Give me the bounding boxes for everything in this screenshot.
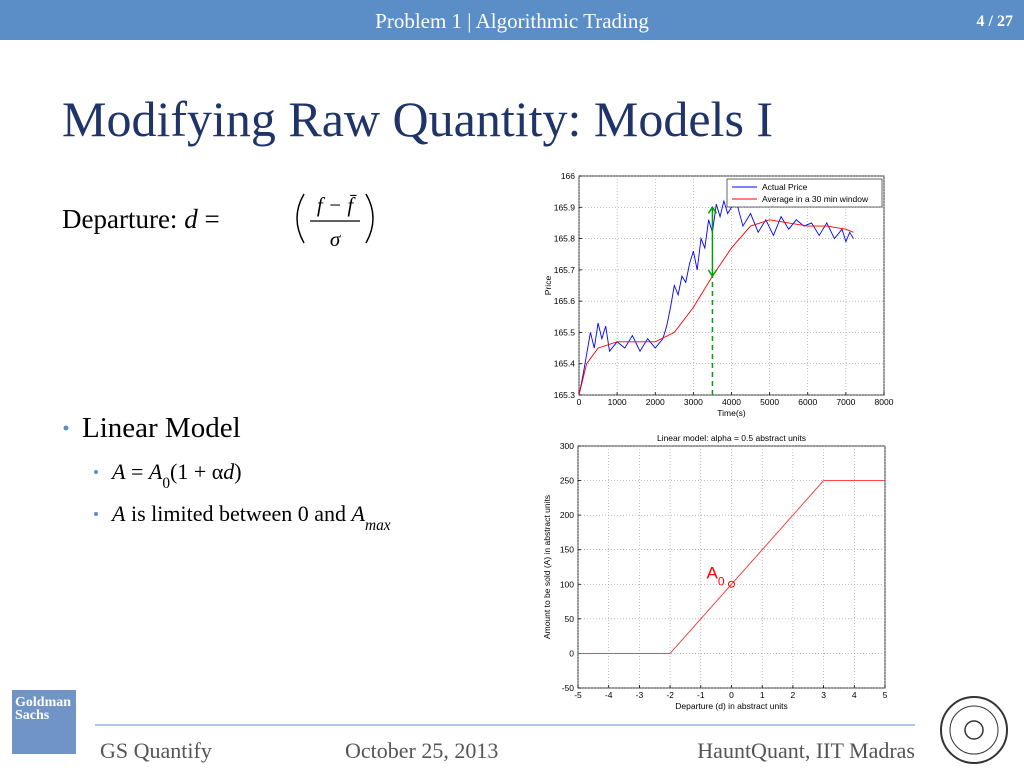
x-axis-label: Departure (d) in abstract units bbox=[675, 701, 787, 711]
y-tick-label: 165.5 bbox=[554, 327, 576, 337]
formula-part: Departure: bbox=[62, 204, 184, 234]
paren-right bbox=[365, 193, 374, 244]
y-tick-label: 166 bbox=[561, 171, 575, 181]
formula-part: 0 bbox=[162, 475, 170, 492]
x-tick-label: 0 bbox=[729, 690, 734, 700]
x-tick-label: 0 bbox=[577, 397, 582, 407]
marker-point bbox=[728, 580, 735, 588]
x-tick-label: 3000 bbox=[684, 397, 703, 407]
footer-right: HauntQuant, IIT Madras bbox=[697, 738, 915, 763]
series-line bbox=[578, 480, 885, 654]
footer-center: October 25, 2013 bbox=[345, 738, 498, 763]
y-tick-label: 150 bbox=[560, 545, 574, 555]
formula-part: = bbox=[198, 204, 220, 234]
iit-logo bbox=[940, 696, 1008, 764]
legend-label: Average in a 30 min window bbox=[762, 194, 869, 204]
x-tick-label: 5 bbox=[883, 690, 888, 700]
x-tick-label: 3 bbox=[821, 690, 826, 700]
numerator: f − f̄ bbox=[317, 193, 358, 217]
header-bar bbox=[0, 0, 1024, 40]
y-tick-label: 165.8 bbox=[554, 234, 576, 244]
y-tick-label: -50 bbox=[562, 683, 575, 693]
formula-text: A = A0(1 + αd) bbox=[110, 459, 242, 492]
x-tick-label: 1 bbox=[760, 690, 765, 700]
y-tick-label: 165.7 bbox=[554, 265, 576, 275]
x-tick-label: 2 bbox=[791, 690, 796, 700]
bullet bbox=[94, 470, 98, 474]
formula-part: (1 + α bbox=[170, 459, 224, 484]
x-tick-label: 7000 bbox=[836, 397, 855, 407]
formula-part: d bbox=[184, 204, 198, 234]
gs-logo-text: Goldman bbox=[15, 695, 71, 710]
y-axis-label: Amount to be sold (A) in abstract units bbox=[542, 495, 552, 639]
y-tick-label: 165.9 bbox=[554, 202, 576, 212]
x-tick-label: 1000 bbox=[608, 397, 627, 407]
formula-part: ) bbox=[234, 459, 241, 484]
formula-part: A bbox=[350, 501, 366, 526]
y-tick-label: 165.4 bbox=[554, 359, 576, 369]
formula-part: = bbox=[125, 459, 148, 484]
series-line bbox=[578, 196, 854, 396]
y-tick-label: 50 bbox=[565, 614, 575, 624]
paren-left bbox=[296, 193, 305, 244]
x-axis-label: Time(s) bbox=[717, 408, 746, 418]
y-tick-label: 165.3 bbox=[554, 390, 576, 400]
legend-box bbox=[726, 178, 883, 208]
formula-text: A is limited between 0 and Amax bbox=[110, 501, 391, 534]
y-tick-label: 200 bbox=[560, 510, 574, 520]
bullet bbox=[94, 512, 98, 516]
header-title: Problem 1 | Algorithmic Trading bbox=[375, 9, 649, 33]
x-tick-label: -5 bbox=[574, 690, 582, 700]
x-tick-label: 8000 bbox=[875, 397, 894, 407]
y-tick-label: 0 bbox=[569, 648, 574, 658]
chart-title: Linear model: alpha = 0.5 abstract units bbox=[657, 433, 806, 443]
y-tick-label: 165.6 bbox=[554, 296, 576, 306]
y-tick-label: 250 bbox=[560, 476, 574, 486]
formula-part: d bbox=[223, 459, 235, 484]
bullet-text: Linear Model bbox=[82, 412, 241, 444]
x-tick-label: -1 bbox=[697, 690, 705, 700]
legend-label: Actual Price bbox=[762, 182, 808, 192]
formula-text: Departure: d = bbox=[62, 204, 220, 234]
x-tick-label: 6000 bbox=[798, 397, 817, 407]
footer-left: GS Quantify bbox=[100, 738, 212, 763]
slide-title: Modifying Raw Quantity: Models I bbox=[62, 91, 773, 147]
formula-part: is limited between 0 and bbox=[125, 501, 351, 526]
gs-logo-text: Sachs bbox=[15, 708, 50, 723]
formula-part: A bbox=[110, 459, 126, 484]
x-tick-label: -3 bbox=[636, 690, 644, 700]
formula-part: A bbox=[110, 501, 126, 526]
y-tick-label: 300 bbox=[560, 441, 574, 451]
point-label: A0 bbox=[707, 563, 725, 588]
denominator: σ bbox=[330, 227, 342, 251]
point-label-sub: 0 bbox=[718, 574, 725, 588]
arrow-head bbox=[707, 205, 718, 278]
y-tick-label: 100 bbox=[560, 579, 574, 589]
formula-part: max bbox=[365, 517, 391, 534]
y-axis-label: Price bbox=[543, 276, 553, 296]
gs-logo bbox=[12, 690, 76, 754]
formula-part: A bbox=[147, 459, 163, 484]
page-number: 4 / 27 bbox=[977, 13, 1013, 30]
point-label-text: A bbox=[707, 563, 719, 582]
x-tick-label: -4 bbox=[605, 690, 613, 700]
bullet bbox=[63, 425, 69, 431]
x-tick-label: 4000 bbox=[722, 397, 741, 407]
x-tick-label: 4 bbox=[852, 690, 857, 700]
x-tick-label: 2000 bbox=[646, 397, 665, 407]
x-tick-label: -2 bbox=[666, 690, 674, 700]
x-tick-label: 5000 bbox=[760, 397, 779, 407]
